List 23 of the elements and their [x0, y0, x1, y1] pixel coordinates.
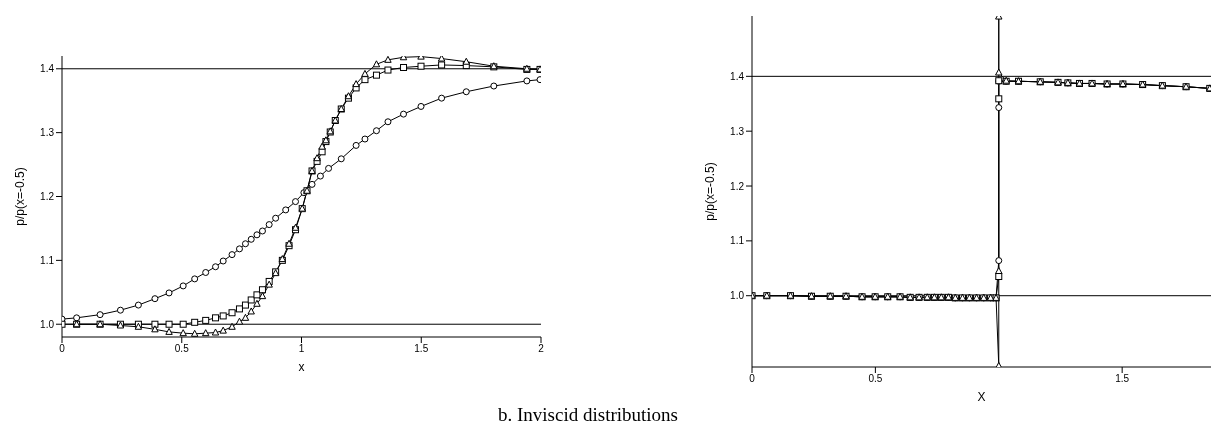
x-tick-label: 1.5	[414, 343, 429, 355]
y-axis-title: p/p(x=-0.5)	[13, 167, 28, 226]
x-tick-label: 1.5	[1115, 373, 1130, 385]
x-tick-label: 0.5	[868, 373, 883, 385]
x-tick-label: 1	[298, 343, 305, 355]
y-tick-label: 1.4	[40, 63, 55, 75]
text: b. Inviscid distributions	[497, 404, 679, 426]
x-axis-title: x	[298, 360, 305, 374]
y-tick-label: 1.0	[730, 290, 745, 302]
y-tick-label: 1.0	[40, 318, 55, 330]
y-tick-label: 1.3	[40, 127, 55, 139]
y-tick-label: 1.1	[730, 235, 745, 247]
y-tick-label: 1.2	[40, 191, 55, 203]
x-tick-label: 2	[538, 343, 545, 355]
y-tick-label: 1.2	[730, 180, 745, 192]
x-axis-title: X	[977, 390, 986, 404]
x-tick-label: 0.5	[174, 343, 190, 355]
y-axis-title: p/p(x=-0.5)	[703, 162, 718, 221]
y-tick-label: 1.1	[40, 254, 55, 266]
x-tick-label: 0	[749, 373, 756, 385]
x-tick-label: 0	[59, 343, 66, 355]
y-tick-label: 1.3	[730, 125, 745, 137]
y-tick-label: 1.4	[730, 70, 745, 82]
